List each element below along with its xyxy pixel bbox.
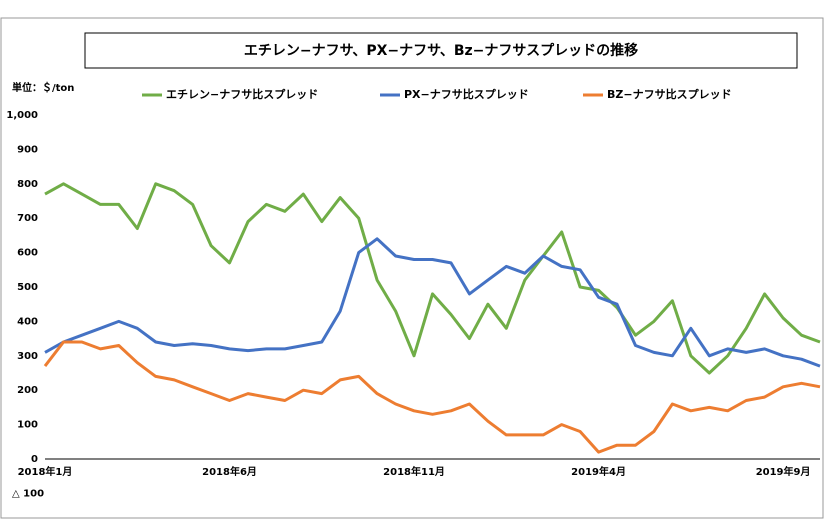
line-series [43,340,821,454]
x-tick-label: 2019年4月 [571,465,626,478]
y-tick-label: 200 [17,385,38,396]
unit-label: 単位：＄/ton [12,81,74,94]
y-tick-label: 500 [17,282,38,293]
y-tick-label: △ 100 [12,488,44,499]
title-box [84,32,798,69]
line-series [44,237,821,368]
y-tick-label: 100 [17,420,38,431]
y-tick-label: 1,000 [6,110,38,121]
x-tick-label: 2018年11月 [383,465,445,478]
x-tick-label: 2018年1月 [18,465,73,478]
y-tick-label: 700 [17,213,38,224]
legend-label: PX−ナフサ比スプレッド [404,87,529,101]
line-series [44,182,821,375]
legend-label: BZ−ナフサ比スプレッド [607,87,732,101]
legend-label: エチレン−ナフサ比スプレッド [166,87,318,101]
frame [0,17,824,519]
x-tick-label: 2018年6月 [202,465,257,478]
y-tick-label: 400 [17,316,38,327]
y-tick-label: 600 [17,248,38,259]
y-tick-label: 300 [17,351,38,362]
y-tick-label: 800 [17,179,38,190]
y-tick-label: 900 [17,144,38,155]
y-tick-label: 0 [31,454,38,465]
x-tick-label: 2019年9月 [756,465,811,478]
chart-title: エチレン−ナフサ、PX−ナフサ、Bz−ナフサスプレッドの推移 [244,42,638,59]
